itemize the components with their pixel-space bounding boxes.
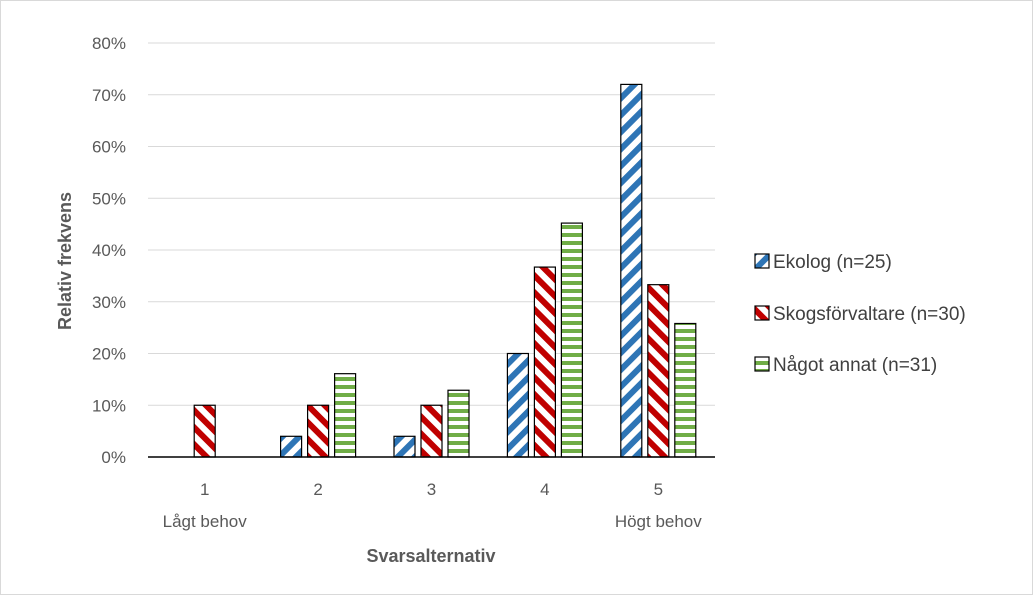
y-axis-ticks: 0% 10% 20% 30% 40% 50% 60% 70% 80% xyxy=(92,34,126,467)
bar-series-3 xyxy=(334,373,357,458)
legend: Ekolog (n=25) Skogsförvaltare (n=30) Något… xyxy=(754,252,966,376)
y-tick-label: 50% xyxy=(92,189,126,208)
y-tick-label: 40% xyxy=(92,241,126,260)
x-tick-sublabel: Lågt behov xyxy=(163,512,248,531)
legend-label: Något annat (n=31) xyxy=(773,355,937,376)
y-tick-label: 20% xyxy=(92,345,126,364)
y-tick-label: 0% xyxy=(101,448,126,467)
bar-series-1 xyxy=(506,352,529,458)
x-tick-label: 2 xyxy=(313,480,322,499)
bar-series-2 xyxy=(647,284,670,458)
y-tick-label: 10% xyxy=(92,396,126,415)
bar-series-1 xyxy=(620,83,643,458)
bar-series-3 xyxy=(447,389,470,458)
legend-label: Skogsförvaltare (n=30) xyxy=(773,304,966,325)
x-tick-label: 4 xyxy=(540,480,549,499)
x-axis-title: Svarsalternativ xyxy=(366,546,495,566)
legend-swatch xyxy=(754,356,770,372)
bar-series-2 xyxy=(193,404,216,458)
y-axis-title: Relativ frekvens xyxy=(55,192,75,330)
x-tick-sublabel: Högt behov xyxy=(615,512,702,531)
x-tick-label: 1 xyxy=(200,480,209,499)
x-tick-label: 3 xyxy=(427,480,436,499)
bars xyxy=(193,83,697,458)
y-tick-label: 30% xyxy=(92,293,126,312)
y-tick-label: 70% xyxy=(92,86,126,105)
bar-series-2 xyxy=(420,404,443,458)
legend-swatch xyxy=(754,305,770,321)
bar-series-3 xyxy=(560,222,584,458)
x-tick-label: 5 xyxy=(654,480,663,499)
legend-swatch xyxy=(754,253,770,269)
y-tick-label: 60% xyxy=(92,138,126,157)
bar-series-2 xyxy=(307,404,330,458)
bar-series-1 xyxy=(280,435,303,458)
y-tick-label: 80% xyxy=(92,34,126,53)
bar-series-3 xyxy=(674,322,697,458)
legend-label: Ekolog (n=25) xyxy=(773,252,892,273)
bar-series-2 xyxy=(533,266,557,458)
bar-series-1 xyxy=(393,435,416,458)
x-axis-ticks: 1 Lågt behov 2 3 4 5 Högt behov xyxy=(163,480,703,531)
gridlines xyxy=(148,42,715,406)
